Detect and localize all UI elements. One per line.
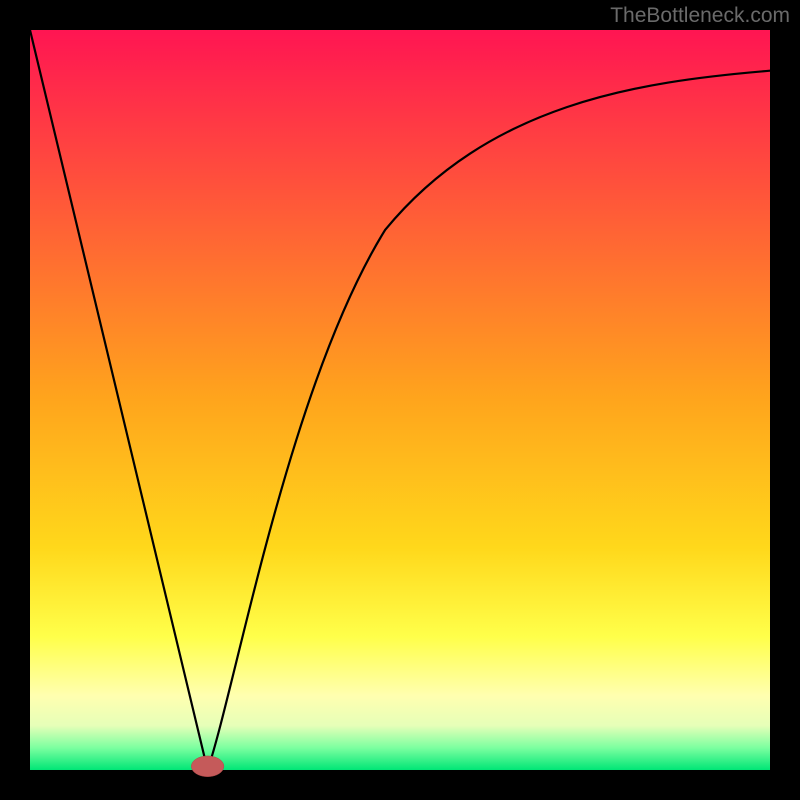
chart-container: TheBottleneck.com	[0, 0, 800, 800]
chart-border	[0, 0, 30, 800]
chart-border	[0, 770, 800, 800]
minimum-marker	[191, 756, 224, 777]
plot-background	[30, 30, 770, 770]
chart-border	[0, 0, 800, 30]
chart-border	[770, 0, 800, 800]
bottleneck-chart	[0, 0, 800, 800]
